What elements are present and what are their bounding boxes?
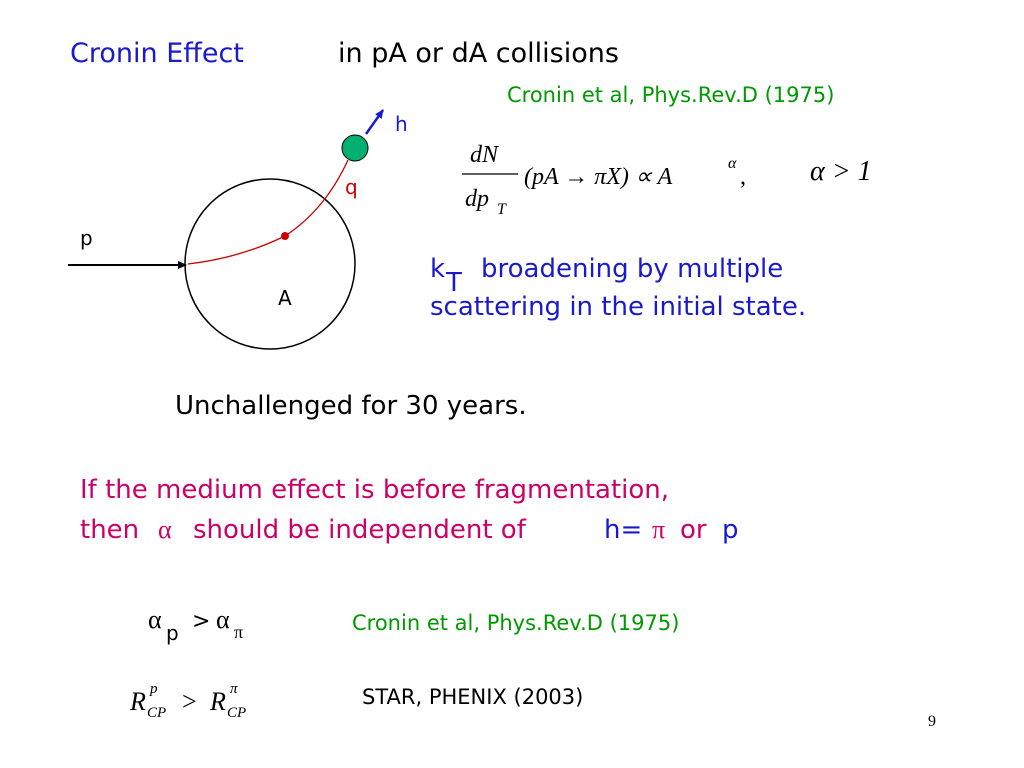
k: k — [430, 254, 445, 284]
rhs: R — [209, 687, 226, 716]
rhs-sub: CP — [227, 705, 246, 721]
statement: Unchallenged for 30 years. — [175, 391, 527, 421]
hadron-label: h — [395, 112, 408, 136]
hypothesis-p: p — [722, 515, 739, 545]
nucleus-circle — [184, 178, 356, 350]
broadening: k T broadening by multiple scattering in… — [430, 254, 806, 322]
hypothesis-or: or — [680, 515, 707, 545]
hypothesis-then: then — [80, 515, 139, 545]
diagram: h q p A — [68, 109, 408, 350]
rhs: α — [216, 605, 230, 634]
hadron-arrow — [364, 109, 385, 135]
hypothesis-middle: should be independent of — [193, 515, 527, 545]
k-sub: T — [445, 268, 462, 298]
lhs: α — [148, 605, 162, 634]
denominator: dp — [465, 186, 489, 212]
collision-point — [281, 232, 289, 240]
result-2: R p CP > R π CP STAR, PHENIX (2003) — [129, 681, 583, 721]
nucleus-label: A — [278, 286, 292, 310]
hypothesis-pi: π — [652, 515, 665, 544]
hypothesis-alpha: α — [158, 515, 172, 544]
process: (pA → πX) ∝ A — [524, 164, 673, 190]
exponent: α — [728, 155, 737, 172]
rhs-sub: π — [234, 622, 243, 642]
projectile-label: p — [80, 226, 93, 250]
result-1: α p > α π Cronin et al, Phys.Rev.D (1975… — [148, 605, 679, 645]
formula: dN dp T (pA → πX) ∝ A α , α > 1 — [462, 142, 872, 218]
reference: Cronin et al, Phys.Rev.D (1975) — [352, 611, 679, 635]
page-number: 9 — [928, 713, 936, 730]
numerator: dN — [470, 142, 500, 168]
relation: > — [182, 687, 197, 716]
heading: Cronin Effect — [70, 38, 244, 69]
hypothesis-line1: If the medium effect is before fragmenta… — [80, 475, 669, 505]
comma: , — [740, 164, 746, 190]
denominator-sub: T — [497, 201, 507, 218]
lhs: R — [129, 687, 146, 716]
hypothesis: If the medium effect is before fragmenta… — [80, 475, 739, 545]
broadening-line2: scattering in the initial state. — [430, 292, 806, 322]
condition: α > 1 — [810, 156, 872, 187]
rhs-sup: π — [230, 681, 238, 697]
reference: STAR, PHENIX (2003) — [362, 685, 583, 709]
relation: > — [192, 609, 210, 634]
lhs-sup: p — [149, 681, 158, 697]
parton-path — [187, 159, 349, 265]
hadron-dot — [341, 134, 369, 162]
subheading: in pA or dA collisions — [338, 38, 619, 69]
hypothesis-h: h= — [604, 515, 642, 545]
reference: Cronin et al, Phys.Rev.D (1975) — [507, 83, 834, 107]
lhs-sub: CP — [147, 705, 166, 721]
parton-label: q — [345, 175, 358, 199]
broadening-line1: broadening by multiple — [481, 254, 783, 284]
lhs-sub: p — [166, 621, 179, 645]
